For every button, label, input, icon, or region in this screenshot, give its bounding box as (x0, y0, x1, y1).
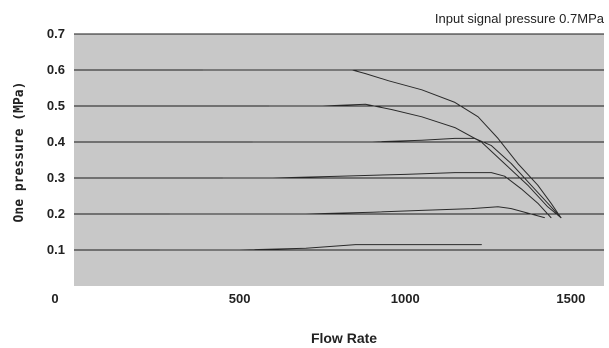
x-tick-label: 500 (229, 291, 251, 306)
series-group (159, 69, 562, 251)
y-tick-label: 0.2 (47, 206, 65, 221)
y-tick-label: 0.6 (47, 62, 65, 77)
chart-annotation: Input signal pressure 0.7MPa (435, 11, 605, 26)
y-tick-label: 0.7 (47, 26, 65, 41)
series-line-1 (159, 244, 482, 251)
y-tick-label: 0.4 (47, 134, 66, 149)
y-tick-label: 0.3 (47, 170, 65, 185)
x-tick-label: 1000 (391, 291, 420, 306)
series-line-5 (268, 103, 562, 219)
x-axis-ticks: 0 500 1000 1500 (51, 291, 585, 306)
x-tick-label: 1500 (556, 291, 585, 306)
series-line-2 (169, 206, 545, 219)
series-line-3 (222, 172, 552, 219)
y-axis-ticks: 0.1 0.2 0.3 0.4 0.5 0.6 0.7 (47, 26, 66, 257)
plot-background (74, 34, 604, 286)
series-line-6 (202, 69, 562, 219)
y-tick-label: 0.5 (47, 98, 65, 113)
y-axis-label: One pressure (MPa) (12, 82, 27, 223)
x-axis-label: Flow Rate (311, 330, 377, 346)
plot-area (74, 34, 604, 286)
y-tick-label: 0.1 (47, 242, 65, 257)
x-tick-label: 0 (51, 291, 58, 306)
